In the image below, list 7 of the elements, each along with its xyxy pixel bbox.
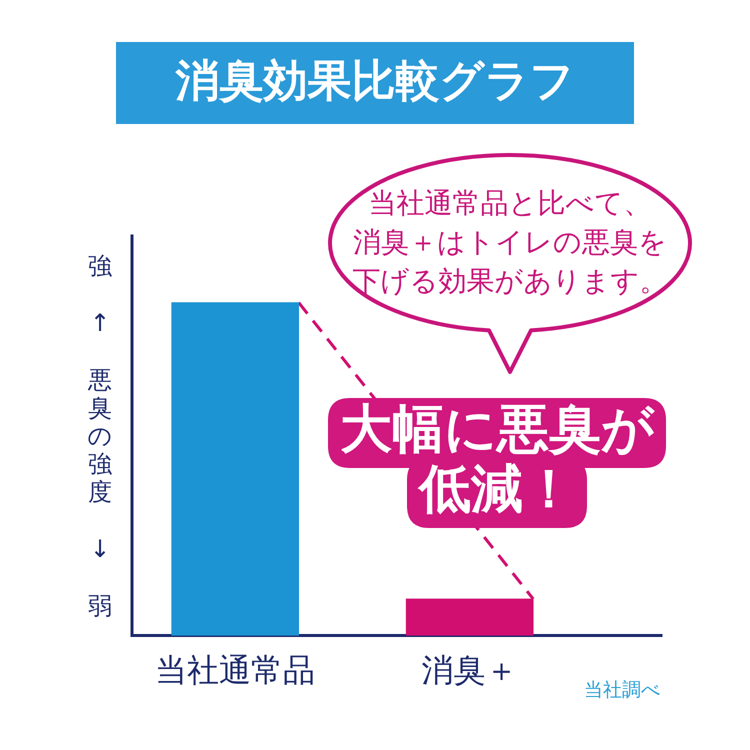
- annotation: 大幅に悪臭が低減！: [340, 400, 655, 520]
- x-tick-label: 当社通常品: [155, 651, 316, 690]
- text: 強 ↑ 悪臭の強度 ↓ 弱: [88, 252, 112, 620]
- x-tick-label: 消臭＋: [422, 651, 518, 690]
- chart-title: 消臭効果比較グラフ: [174, 55, 574, 106]
- text: 当社通常品と比べて、消臭＋はトイレの悪臭を下げる効果があります。: [352, 186, 668, 298]
- text: 当社調べ: [584, 678, 660, 701]
